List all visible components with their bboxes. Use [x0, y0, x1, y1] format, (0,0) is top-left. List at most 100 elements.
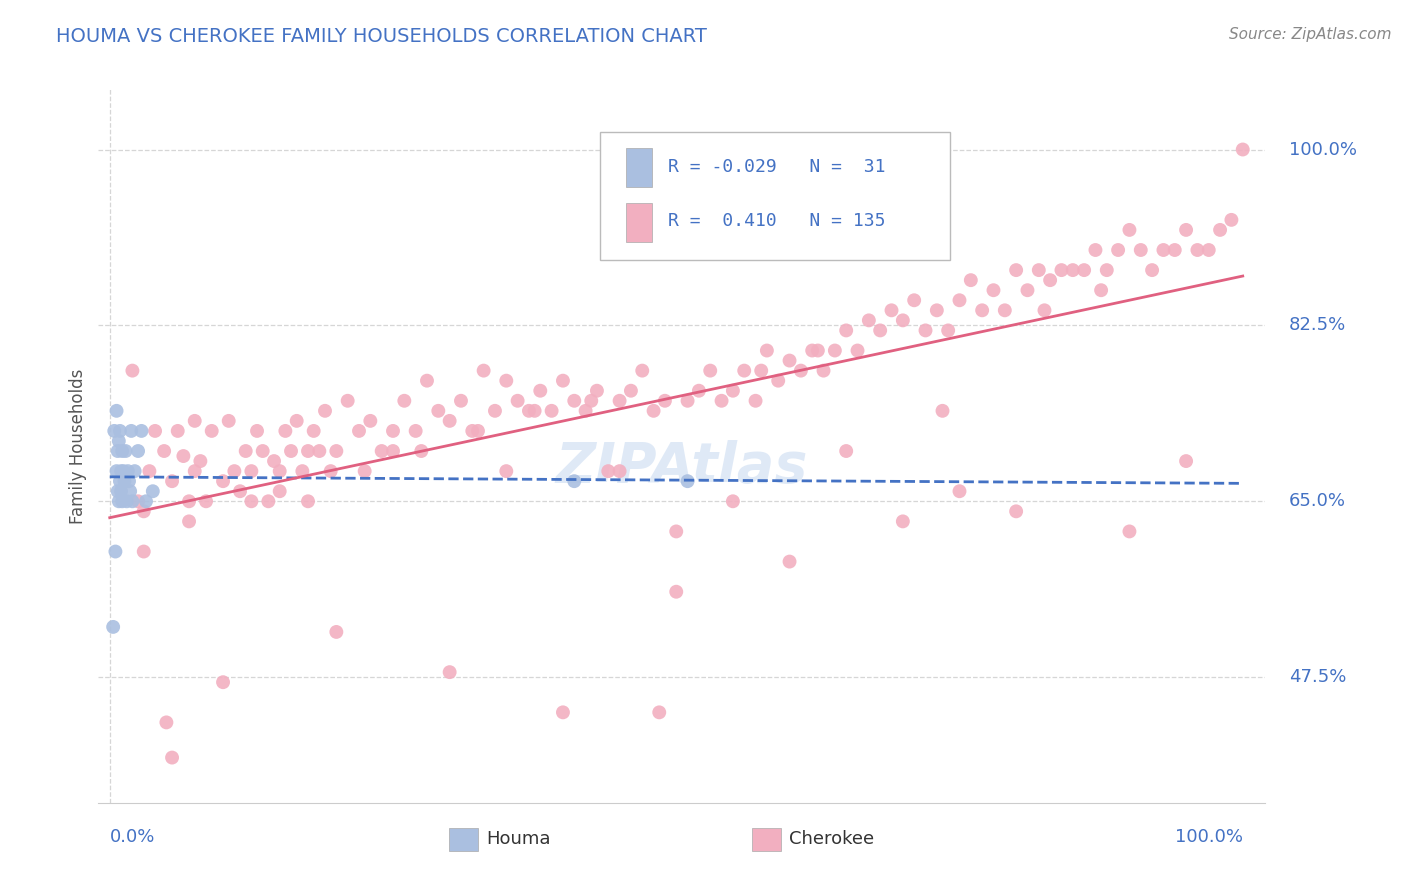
Point [439, 665, 461, 680]
Point [291, 464, 314, 478]
Point [586, 384, 609, 398]
Point [903, 293, 925, 308]
Point [654, 393, 676, 408]
Point [467, 424, 489, 438]
Point [925, 303, 948, 318]
Point [801, 343, 824, 358]
Point [160, 750, 183, 764]
FancyBboxPatch shape [626, 202, 651, 242]
Point [1175, 454, 1198, 468]
Point [620, 384, 643, 398]
Point [807, 343, 830, 358]
Point [609, 464, 631, 478]
Point [172, 449, 194, 463]
Point [183, 414, 205, 428]
FancyBboxPatch shape [626, 148, 651, 187]
Point [779, 555, 801, 569]
Point [869, 323, 891, 337]
Point [416, 374, 439, 388]
Point [257, 494, 280, 508]
Point [104, 544, 127, 558]
Point [1017, 283, 1039, 297]
Point [112, 464, 135, 478]
Point [101, 620, 124, 634]
Point [353, 464, 375, 478]
Point [721, 494, 744, 508]
Point [274, 424, 297, 438]
Text: Source: ZipAtlas.com: Source: ZipAtlas.com [1229, 27, 1392, 42]
Point [733, 363, 755, 377]
Point [755, 343, 778, 358]
Point [297, 494, 319, 508]
Point [195, 494, 218, 508]
Point [263, 454, 285, 468]
Point [142, 484, 165, 499]
Point [688, 384, 710, 398]
Point [382, 444, 405, 458]
Point [1209, 223, 1232, 237]
Point [676, 393, 699, 408]
Point [1129, 243, 1152, 257]
Point [114, 444, 136, 458]
Point [1152, 243, 1174, 257]
Text: ZIPAtlas: ZIPAtlas [555, 441, 808, 494]
Point [153, 444, 176, 458]
Point [143, 424, 166, 438]
Point [1050, 263, 1073, 277]
Point [824, 343, 846, 358]
Point [201, 424, 224, 438]
Point [280, 444, 302, 458]
Point [1220, 212, 1243, 227]
Point [121, 494, 143, 508]
Point [439, 414, 461, 428]
Y-axis label: Family Households: Family Households [69, 368, 87, 524]
Point [240, 494, 263, 508]
Point [880, 303, 903, 318]
Point [132, 544, 155, 558]
Point [218, 414, 240, 428]
Point [308, 444, 330, 458]
Text: HOUMA VS CHEROKEE FAMILY HOUSEHOLDS CORRELATION CHART: HOUMA VS CHEROKEE FAMILY HOUSEHOLDS CORR… [56, 27, 707, 45]
Text: 65.0%: 65.0% [1289, 492, 1346, 510]
Point [562, 393, 585, 408]
Point [347, 424, 370, 438]
Point [325, 624, 347, 639]
Point [336, 393, 359, 408]
Point [370, 444, 392, 458]
Point [235, 444, 257, 458]
Point [131, 424, 153, 438]
Text: Houma: Houma [486, 830, 550, 848]
Point [665, 584, 688, 599]
Text: R = -0.029   N =  31: R = -0.029 N = 31 [668, 158, 886, 176]
Point [551, 374, 574, 388]
Point [111, 494, 134, 508]
Point [631, 363, 654, 377]
Point [212, 675, 235, 690]
Point [472, 363, 495, 377]
Point [107, 444, 129, 458]
Point [382, 424, 405, 438]
Point [127, 444, 149, 458]
Point [127, 494, 149, 508]
Point [1084, 243, 1107, 257]
Point [269, 464, 291, 478]
Point [121, 363, 143, 377]
Point [575, 404, 598, 418]
Point [224, 464, 246, 478]
Point [914, 323, 936, 337]
Text: 0.0%: 0.0% [110, 828, 155, 846]
Point [110, 484, 132, 499]
Point [411, 444, 433, 458]
Point [105, 404, 128, 418]
Point [285, 414, 308, 428]
Point [1118, 524, 1140, 539]
Point [994, 303, 1017, 318]
Point [609, 393, 631, 408]
Point [1095, 263, 1118, 277]
Point [1028, 263, 1050, 277]
Point [108, 494, 131, 508]
Point [598, 464, 620, 478]
Point [117, 464, 139, 478]
Point [931, 404, 953, 418]
Point [540, 404, 562, 418]
